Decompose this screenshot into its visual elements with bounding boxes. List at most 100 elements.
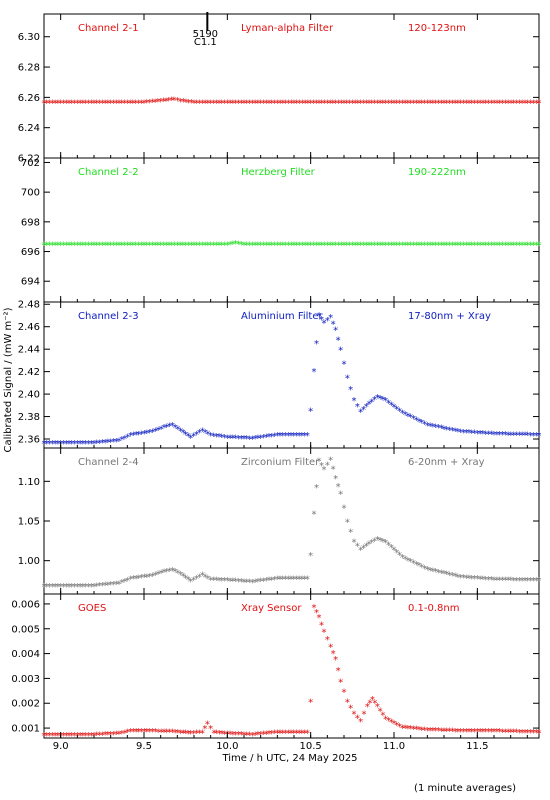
data-point: * xyxy=(531,576,536,587)
data-point: * xyxy=(44,241,49,252)
data-point: * xyxy=(114,98,119,109)
data-point: * xyxy=(425,241,430,252)
data-point: * xyxy=(156,569,161,580)
data-point: * xyxy=(122,577,127,588)
data-point: * xyxy=(111,98,116,109)
data-point: * xyxy=(69,439,74,450)
data-point: * xyxy=(325,241,330,252)
data-point: * xyxy=(178,427,183,438)
data-point: * xyxy=(50,439,55,450)
data-point: * xyxy=(355,98,360,109)
data-point: * xyxy=(447,241,452,252)
data-point: * xyxy=(494,241,499,252)
data-point: * xyxy=(308,406,313,417)
panel-channel-label: Channel 2-1 xyxy=(78,23,139,34)
data-point: * xyxy=(497,241,502,252)
data-point: * xyxy=(464,727,469,738)
data-point: * xyxy=(173,423,178,434)
data-point: * xyxy=(422,98,427,109)
data-point: * xyxy=(386,716,391,727)
data-point: * xyxy=(283,728,288,739)
data-point: * xyxy=(119,241,124,252)
data-point: * xyxy=(405,411,410,422)
x-axis-title: Time / h UTC, 24 May 2025 xyxy=(221,753,357,764)
data-point: * xyxy=(403,98,408,109)
data-point: * xyxy=(317,613,322,624)
panel-band-label: 120-123nm xyxy=(408,23,466,34)
data-point: * xyxy=(78,582,83,593)
data-point: * xyxy=(534,728,539,739)
data-point: * xyxy=(80,582,85,593)
data-point: * xyxy=(236,434,241,445)
data-point: * xyxy=(128,98,133,109)
data-point: * xyxy=(242,577,247,588)
data-point: * xyxy=(405,724,410,735)
data-point: * xyxy=(517,98,522,109)
data-point: * xyxy=(392,402,397,413)
data-point: * xyxy=(255,577,260,588)
data-point: * xyxy=(253,434,258,445)
data-point: * xyxy=(105,98,110,109)
data-point: * xyxy=(202,724,207,735)
data-point: * xyxy=(280,575,285,586)
data-point: * xyxy=(367,540,372,551)
y-tick-label: 6.26 xyxy=(18,93,40,104)
data-point: * xyxy=(125,576,130,587)
data-point: * xyxy=(322,628,327,639)
data-point: * xyxy=(269,729,274,740)
data-point: * xyxy=(494,430,499,441)
data-point: * xyxy=(117,437,122,448)
data-point: * xyxy=(214,576,219,587)
data-point: * xyxy=(394,98,399,109)
data-point: * xyxy=(86,731,91,742)
data-point: * xyxy=(194,98,199,109)
data-point: * xyxy=(142,241,147,252)
data-point: * xyxy=(134,574,139,585)
panel-5: 0.001 0.002 0.003 0.004 0.005 0.006 GOES Xray S… xyxy=(11,593,542,742)
data-point: * xyxy=(267,241,272,252)
data-point: * xyxy=(511,241,516,252)
data-point: * xyxy=(433,726,438,737)
panel-filter-label: Herzberg Filter xyxy=(241,167,316,178)
data-point: * xyxy=(67,582,72,593)
data-point: * xyxy=(489,727,494,738)
panel-4: 1.00 1.05 1.10 Channel 2-4 Zirconium Filter 6… xyxy=(18,447,542,595)
data-point: * xyxy=(122,98,127,109)
data-point: * xyxy=(336,241,341,252)
data-point: * xyxy=(333,241,338,252)
data-point: * xyxy=(422,241,427,252)
data-point: * xyxy=(94,582,99,593)
data-point: * xyxy=(89,439,94,450)
data-point: * xyxy=(247,578,252,589)
data-point: * xyxy=(272,575,277,586)
data-point: * xyxy=(319,241,324,252)
data-point: * xyxy=(522,241,527,252)
data-point: * xyxy=(128,241,133,252)
data-point: * xyxy=(191,729,196,740)
data-point: * xyxy=(200,728,205,739)
data-point: * xyxy=(425,98,430,109)
data-point: * xyxy=(159,424,164,435)
data-point: * xyxy=(319,620,324,631)
panel-channel-label: Channel 2-2 xyxy=(78,167,139,178)
data-point: * xyxy=(144,241,149,252)
data-point: * xyxy=(192,98,197,109)
data-point: * xyxy=(297,98,302,109)
data-point: * xyxy=(464,428,469,439)
data-point: * xyxy=(278,241,283,252)
data-point: * xyxy=(537,728,542,739)
data-point: * xyxy=(47,582,52,593)
data-point: * xyxy=(100,730,105,741)
data-point: * xyxy=(153,241,158,252)
data-point: * xyxy=(378,706,383,717)
data-point: * xyxy=(405,556,410,567)
data-point: * xyxy=(403,241,408,252)
data-point: * xyxy=(105,730,110,741)
data-point: * xyxy=(69,731,74,742)
data-point: * xyxy=(302,728,307,739)
y-tick-label: 1.05 xyxy=(18,517,40,528)
data-point: * xyxy=(336,98,341,109)
y-tick-label: 2.44 xyxy=(18,345,40,356)
data-point: * xyxy=(511,430,516,441)
data-point: * xyxy=(537,431,542,442)
